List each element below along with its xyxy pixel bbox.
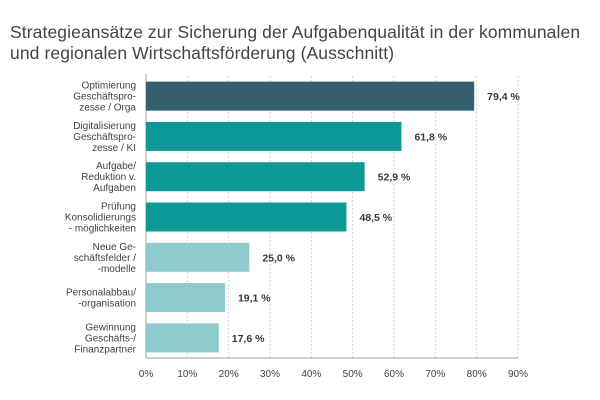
category-label: Digitalisierung Geschäftspro-zesse / KI (73, 121, 136, 154)
category-label: Aufgabe/Reduktion v. Aufgaben (81, 161, 136, 194)
x-tick-label: 0% (139, 369, 154, 380)
value-labels: 79,4 % 61,8 % 52,9 % 48,5 % 25,0 % 19,1 % 17,6… (232, 91, 521, 345)
data-label: 25,0 % (262, 252, 295, 264)
category-label-line: zesse / Orga (79, 103, 136, 114)
x-tick-label: 60% (384, 369, 404, 380)
category-label-line: Finanzpartner (74, 344, 136, 355)
chart-title: Strategieansätze zur Sicherung der Aufga… (10, 22, 581, 63)
x-tick-label: 50% (343, 369, 363, 380)
x-tick-label: 20% (219, 369, 239, 380)
bar (146, 202, 347, 232)
bars (146, 81, 475, 353)
category-label-line: -organisation (78, 299, 136, 310)
bar (146, 323, 219, 353)
category-label-line: Neue Ge- (93, 242, 136, 253)
data-label: 48,5 % (359, 212, 392, 224)
category-label-line: -modelle (98, 264, 137, 275)
category-label-line: - möglichkeiten (69, 224, 136, 235)
x-tick-label: 90% (508, 369, 528, 380)
x-tick-label: 40% (301, 369, 321, 380)
category-label-line: Geschäftspro- (73, 132, 136, 143)
data-label: 61,8 % (414, 131, 447, 143)
bar (146, 162, 365, 192)
category-label-line: Aufgaben (93, 183, 136, 194)
category-label-line: Optimierung (82, 81, 136, 92)
category-label-line: zesse / KI (92, 143, 136, 154)
category-label-line: Digitalisierung (73, 121, 136, 132)
category-labels: Optimierung Geschäftspro-zesse / OrgaDigi… (65, 81, 137, 356)
x-tick-label: 30% (260, 369, 280, 380)
category-label-line: Aufgabe/ (96, 161, 136, 172)
category-label-line: Personalabbau/ (66, 288, 136, 299)
category-label: Personalabbau/-organisation (66, 288, 136, 310)
category-label-line: Konsolidierungs (65, 213, 136, 224)
data-label: 17,6 % (232, 333, 265, 345)
category-label-line: Geschäftspro- (73, 92, 136, 103)
category-label-line: schäftsfelder / (74, 253, 136, 264)
category-label-line: Prüfung (101, 202, 136, 213)
data-label: 52,9 % (378, 172, 411, 184)
x-tick-label: 10% (177, 369, 197, 380)
category-label: Gewinnung Geschäfts-/Finanzpartner (74, 322, 136, 355)
x-tick-label: 70% (425, 369, 445, 380)
category-label: Neue Ge-schäftsfelder / -modelle (74, 242, 137, 275)
category-label-line: Reduktion v. (81, 172, 136, 183)
bar (146, 283, 225, 313)
category-label-line: Gewinnung (85, 322, 136, 333)
x-tick-label: 80% (467, 369, 487, 380)
bar (146, 242, 250, 272)
category-label: Optimierung Geschäftspro-zesse / Orga (73, 81, 136, 114)
data-label: 79,4 % (487, 91, 520, 103)
data-label: 19,1 % (238, 293, 271, 305)
bar (146, 121, 402, 151)
category-label-line: Geschäfts-/ (85, 333, 136, 344)
x-axis-ticks: 0% 10% 20% 30% 40% 50% 60% 70% 80% 90% (139, 369, 528, 380)
category-label: Prüfung Konsolidierungs - möglichkeiten (65, 202, 136, 235)
bar (146, 81, 475, 111)
